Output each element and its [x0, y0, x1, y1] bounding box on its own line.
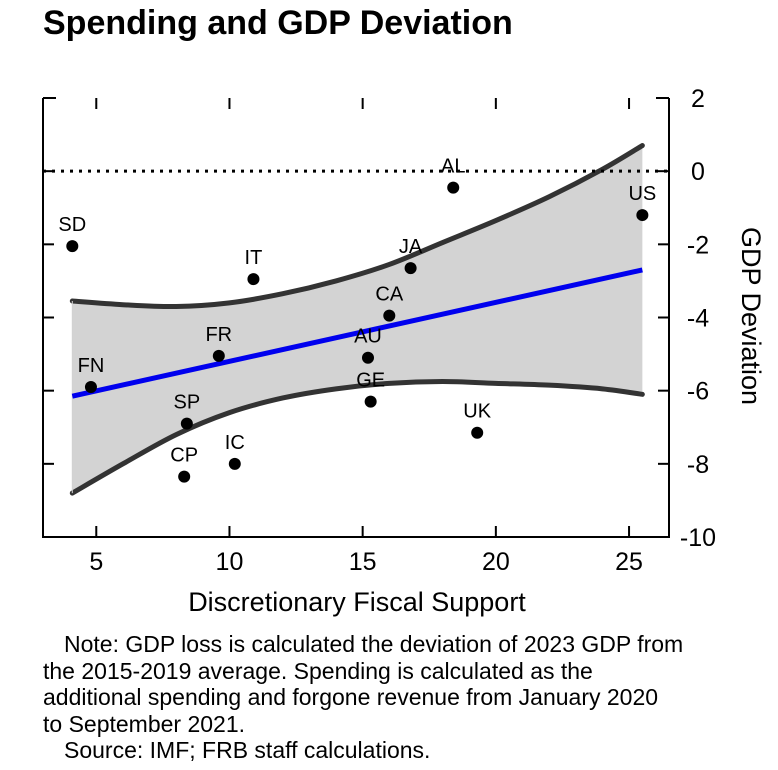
note-line: additional spending and forgone revenue … — [43, 684, 659, 710]
point-label-sp: SP — [174, 392, 201, 414]
x-tick-label: 25 — [615, 548, 643, 576]
note-line: to September 2021. — [43, 710, 246, 737]
data-point-ic — [228, 457, 241, 470]
data-point-al — [447, 181, 460, 194]
note-line: Note: GDP loss is calculated the deviati… — [64, 631, 684, 657]
confidence-band-upper — [69, 143, 645, 310]
point-label-cp: CP — [170, 445, 198, 467]
point-label-ge: GE — [356, 370, 385, 392]
chart-title: Spending and GDP Deviation — [43, 4, 513, 42]
y-tick-label: -2 — [687, 231, 709, 259]
point-label-uk: UK — [463, 401, 491, 423]
fit-line — [71, 267, 643, 399]
fit-line-layer — [71, 267, 643, 399]
y-tick-label: 0 — [691, 158, 705, 186]
data-point-us — [636, 209, 649, 222]
data-point-cp — [178, 470, 191, 483]
data-point-ca — [383, 309, 396, 322]
confidence-band-layer — [69, 143, 645, 496]
x-tick-label: 5 — [89, 548, 103, 576]
data-point-ge — [364, 395, 377, 408]
chart-note: Note: GDP loss is calculated the deviati… — [43, 631, 773, 764]
y-tick-label: -6 — [687, 378, 709, 406]
data-points-layer: SD FN IT FR SP CP IC AL JA CA AU GE UK US — [58, 156, 656, 483]
y-tick-label: 2 — [691, 85, 705, 113]
point-label-ic: IC — [225, 432, 245, 454]
y-tick-label: -8 — [687, 451, 709, 479]
data-point-it — [247, 273, 260, 286]
source-line: Source: IMF; FRB staff calculations. — [64, 737, 431, 763]
point-label-fn: FN — [78, 355, 105, 377]
confidence-band-fill — [72, 145, 643, 494]
note-line: the 2015-2019 average. Spending is calcu… — [43, 657, 593, 684]
data-point-fr — [212, 349, 225, 362]
confidence-band-lower — [69, 379, 645, 496]
x-tick-label: 10 — [216, 548, 244, 576]
data-point-au — [361, 351, 374, 364]
point-label-fr: FR — [205, 324, 232, 346]
point-label-al: AL — [441, 156, 465, 178]
data-point-sp — [180, 417, 193, 430]
data-point-sd — [66, 240, 79, 253]
y-axis-label: GDP Deviation — [736, 227, 766, 405]
point-label-it: IT — [245, 247, 263, 269]
y-tick-label: -10 — [680, 524, 716, 552]
y-tick-label: -4 — [687, 305, 709, 333]
x-tick-label: 15 — [349, 548, 377, 576]
point-label-us: US — [628, 183, 656, 205]
data-point-uk — [471, 426, 484, 439]
point-label-sd: SD — [58, 214, 86, 236]
point-label-au: AU — [354, 326, 382, 348]
x-tick-label: 20 — [482, 548, 510, 576]
data-point-fn — [84, 381, 97, 394]
point-label-ca: CA — [375, 284, 403, 306]
x-axis-label: Discretionary Fiscal Support — [188, 587, 526, 617]
data-point-ja — [404, 262, 417, 275]
point-label-ja: JA — [399, 236, 423, 258]
